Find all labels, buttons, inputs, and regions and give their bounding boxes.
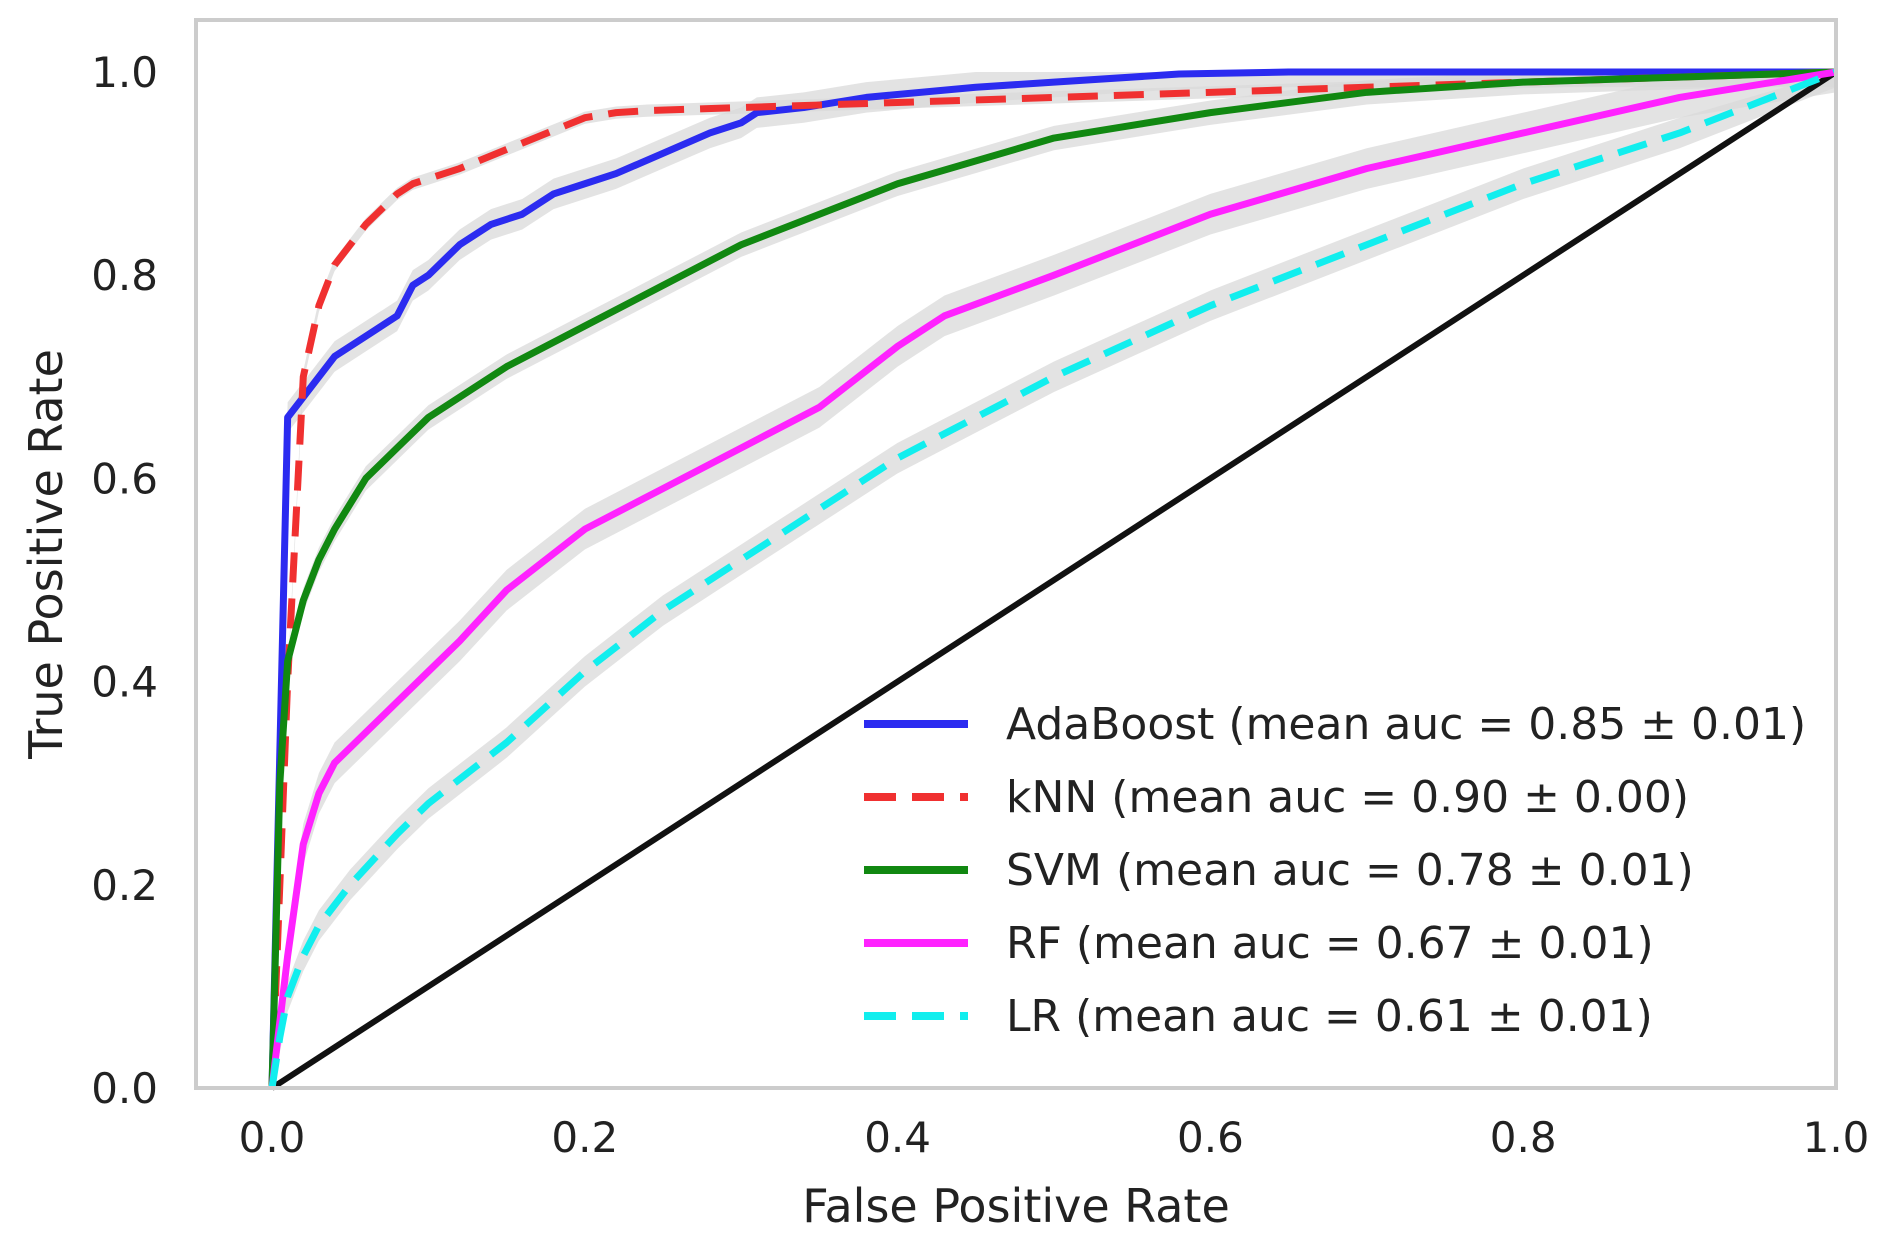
- legend-label: LR (mean auc = 0.61 ± 0.01): [1006, 991, 1653, 1042]
- y-tick-labels: 0.0 0.2 0.4 0.6 0.8 1.0: [91, 48, 158, 1113]
- x-tick-label: 1.0: [1803, 1113, 1870, 1162]
- legend-label: AdaBoost (mean auc = 0.85 ± 0.01): [1006, 699, 1806, 750]
- legend-label: RF (mean auc = 0.67 ± 0.01): [1006, 918, 1654, 969]
- series-line: [268, 68, 1838, 1089]
- x-tick-label: 0.4: [864, 1113, 931, 1162]
- series-lines: [268, 68, 1838, 1091]
- y-tick-label: 1.0: [91, 48, 158, 97]
- reference-line: [270, 69, 1838, 1091]
- y-axis-label: True Positive Rate: [19, 349, 73, 760]
- series-line: [268, 68, 1836, 1089]
- legend: AdaBoost (mean auc = 0.85 ± 0.01) kNN (me…: [864, 699, 1806, 1042]
- y-tick-label: 0.2: [91, 861, 158, 910]
- confidence-band: [272, 72, 1836, 1088]
- x-tick-label: 0.6: [1177, 1113, 1244, 1162]
- y-tick-label: 0.0: [91, 1064, 158, 1113]
- series-line: [268, 68, 1837, 1089]
- y-tick-label: 0.4: [91, 658, 158, 707]
- x-axis-label: False Positive Rate: [802, 1179, 1230, 1233]
- y-tick-label: 0.8: [91, 251, 158, 300]
- series-line: [268, 68, 1837, 1089]
- y-tick-label: 0.6: [91, 454, 158, 503]
- legend-label: kNN (mean auc = 0.90 ± 0.00): [1006, 772, 1689, 823]
- x-tick-label: 0.8: [1490, 1113, 1557, 1162]
- legend-label: SVM (mean auc = 0.78 ± 0.01): [1006, 845, 1694, 896]
- series-line: [268, 68, 1837, 1089]
- x-tick-label: 0.0: [239, 1113, 306, 1162]
- plot-background: [196, 20, 1836, 1088]
- x-tick-label: 0.2: [551, 1113, 618, 1162]
- plot-frame: [194, 18, 1838, 1090]
- x-tick-labels: 0.0 0.2 0.4 0.6 0.8 1.0: [239, 1113, 1870, 1162]
